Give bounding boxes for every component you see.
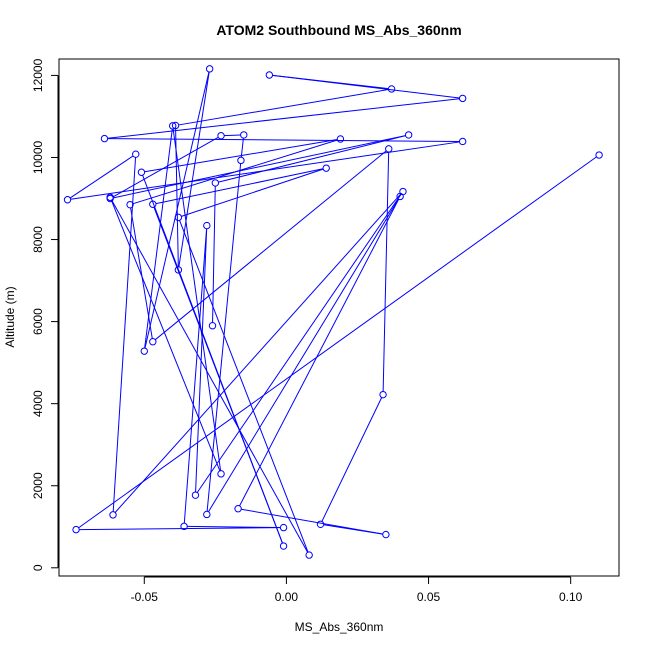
y-tick-label: 0 — [31, 564, 45, 571]
data-point — [191, 491, 200, 499]
data-point — [385, 145, 393, 153]
data-point — [63, 196, 72, 204]
data-point — [217, 132, 225, 140]
series-segment — [272, 74, 389, 90]
series-segment — [239, 199, 400, 507]
series-segment — [154, 150, 387, 341]
series-segment — [69, 155, 134, 199]
data-point — [203, 510, 211, 519]
series-segment — [172, 128, 222, 471]
series-segment — [240, 138, 244, 158]
series-segment — [178, 88, 389, 126]
series-segment — [113, 135, 406, 199]
series-segment — [114, 193, 402, 513]
data-point — [217, 470, 225, 478]
series-segment — [181, 168, 324, 217]
series-segment — [78, 156, 597, 529]
data-point — [279, 523, 288, 532]
data-point — [379, 390, 387, 399]
series-segment — [130, 207, 153, 339]
data-point — [106, 194, 114, 203]
data-point — [205, 65, 214, 73]
series-segment — [208, 198, 399, 512]
y-tick-label: 8000 — [31, 226, 45, 253]
data-point — [305, 551, 313, 559]
series-segment — [110, 200, 221, 472]
data-point — [140, 347, 148, 355]
data-point — [382, 530, 390, 539]
series-segment — [206, 163, 242, 512]
series-segment — [183, 228, 208, 524]
data-point — [316, 520, 325, 528]
series-segment — [224, 134, 241, 137]
chart-title: ATOM2 Southbound MS_Abs_360nm — [216, 22, 461, 38]
series-segment — [196, 193, 402, 493]
data-point — [174, 213, 183, 222]
series-segment — [218, 135, 406, 183]
series-segment — [111, 199, 309, 553]
data-point — [149, 338, 157, 346]
x-tick-label: 0.10 — [559, 590, 583, 604]
data-point — [180, 522, 188, 531]
series-segment — [112, 136, 219, 198]
x-axis-label: MS_Abs_360nm — [295, 620, 384, 634]
series-segment — [382, 152, 390, 392]
plot-frame — [58, 58, 620, 577]
data-point — [595, 151, 603, 159]
data-point — [458, 94, 467, 103]
data-point — [387, 85, 396, 93]
data-point — [208, 322, 217, 330]
data-point — [211, 179, 220, 187]
x-tick-label: 0.05 — [417, 590, 441, 604]
series-segment — [144, 71, 210, 349]
x-axis: -0.05 0.00 0.05 0.10 — [131, 576, 583, 604]
data-point — [126, 200, 134, 209]
data-point — [109, 511, 117, 519]
y-tick-label: 2000 — [31, 472, 45, 499]
series-segment — [179, 220, 309, 553]
y-axis: 0 2000 4000 6000 8000 10000 12000 — [31, 58, 59, 571]
series-segment — [321, 397, 383, 522]
y-tick-label: 4000 — [31, 390, 45, 417]
data-point — [336, 135, 345, 143]
data-point — [72, 525, 80, 534]
data-point — [237, 156, 245, 165]
data-point — [240, 131, 248, 139]
data-point — [279, 542, 288, 550]
x-tick-label: 0.00 — [275, 590, 299, 604]
data-point — [396, 192, 404, 201]
y-tick-label: 10000 — [31, 140, 45, 174]
series-segment — [107, 138, 460, 142]
data-point — [137, 168, 146, 176]
series-segment — [142, 175, 283, 544]
data-point — [169, 122, 177, 130]
y-tick-label: 12000 — [31, 58, 45, 92]
series-segment — [212, 186, 216, 323]
data-point — [458, 137, 467, 146]
series-segment — [144, 139, 338, 173]
data-point — [132, 150, 140, 158]
data-point — [265, 71, 274, 79]
data-point — [174, 266, 183, 274]
series-lines — [69, 71, 597, 553]
series-segment — [79, 527, 281, 531]
y-tick-label: 6000 — [31, 308, 45, 335]
data-point — [203, 221, 211, 230]
data-point — [100, 134, 109, 143]
series-segment — [187, 525, 281, 529]
x-tick-label: -0.05 — [131, 590, 159, 604]
data-point — [404, 131, 413, 139]
data-point — [322, 164, 330, 172]
series-segment — [107, 98, 460, 139]
series-points — [63, 65, 603, 559]
data-point — [234, 505, 242, 513]
data-point — [149, 200, 157, 208]
data-point — [171, 121, 180, 130]
y-axis-label: Altitude (m) — [3, 286, 17, 347]
series-segment — [178, 71, 210, 267]
series-segment — [155, 168, 324, 205]
series-segment — [241, 508, 383, 535]
